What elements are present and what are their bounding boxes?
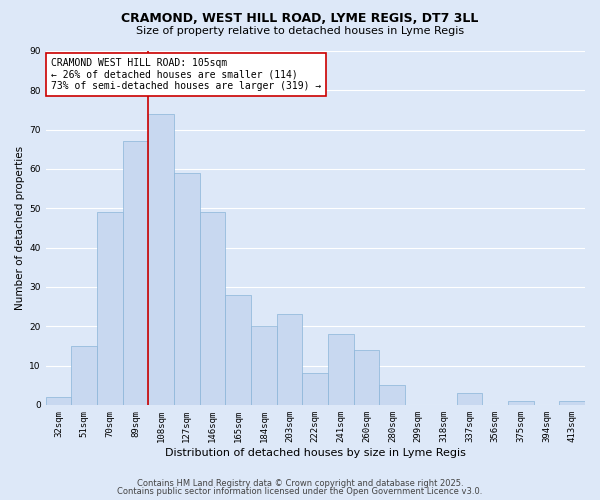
Bar — [379, 385, 405, 405]
Bar — [148, 114, 174, 405]
Bar — [508, 401, 533, 405]
Bar — [559, 401, 585, 405]
Bar — [122, 142, 148, 405]
Text: CRAMOND, WEST HILL ROAD, LYME REGIS, DT7 3LL: CRAMOND, WEST HILL ROAD, LYME REGIS, DT7… — [121, 12, 479, 26]
Bar — [226, 295, 251, 405]
Bar — [354, 350, 379, 405]
Text: Contains HM Land Registry data © Crown copyright and database right 2025.: Contains HM Land Registry data © Crown c… — [137, 478, 463, 488]
Text: Contains public sector information licensed under the Open Government Licence v3: Contains public sector information licen… — [118, 487, 482, 496]
Bar — [302, 374, 328, 405]
Bar — [200, 212, 226, 405]
Text: CRAMOND WEST HILL ROAD: 105sqm
← 26% of detached houses are smaller (114)
73% of: CRAMOND WEST HILL ROAD: 105sqm ← 26% of … — [51, 58, 321, 92]
Bar — [46, 397, 71, 405]
X-axis label: Distribution of detached houses by size in Lyme Regis: Distribution of detached houses by size … — [165, 448, 466, 458]
Bar — [71, 346, 97, 405]
Bar — [251, 326, 277, 405]
Bar — [174, 173, 200, 405]
Y-axis label: Number of detached properties: Number of detached properties — [15, 146, 25, 310]
Bar — [277, 314, 302, 405]
Bar — [97, 212, 122, 405]
Bar — [457, 393, 482, 405]
Text: Size of property relative to detached houses in Lyme Regis: Size of property relative to detached ho… — [136, 26, 464, 36]
Bar — [328, 334, 354, 405]
